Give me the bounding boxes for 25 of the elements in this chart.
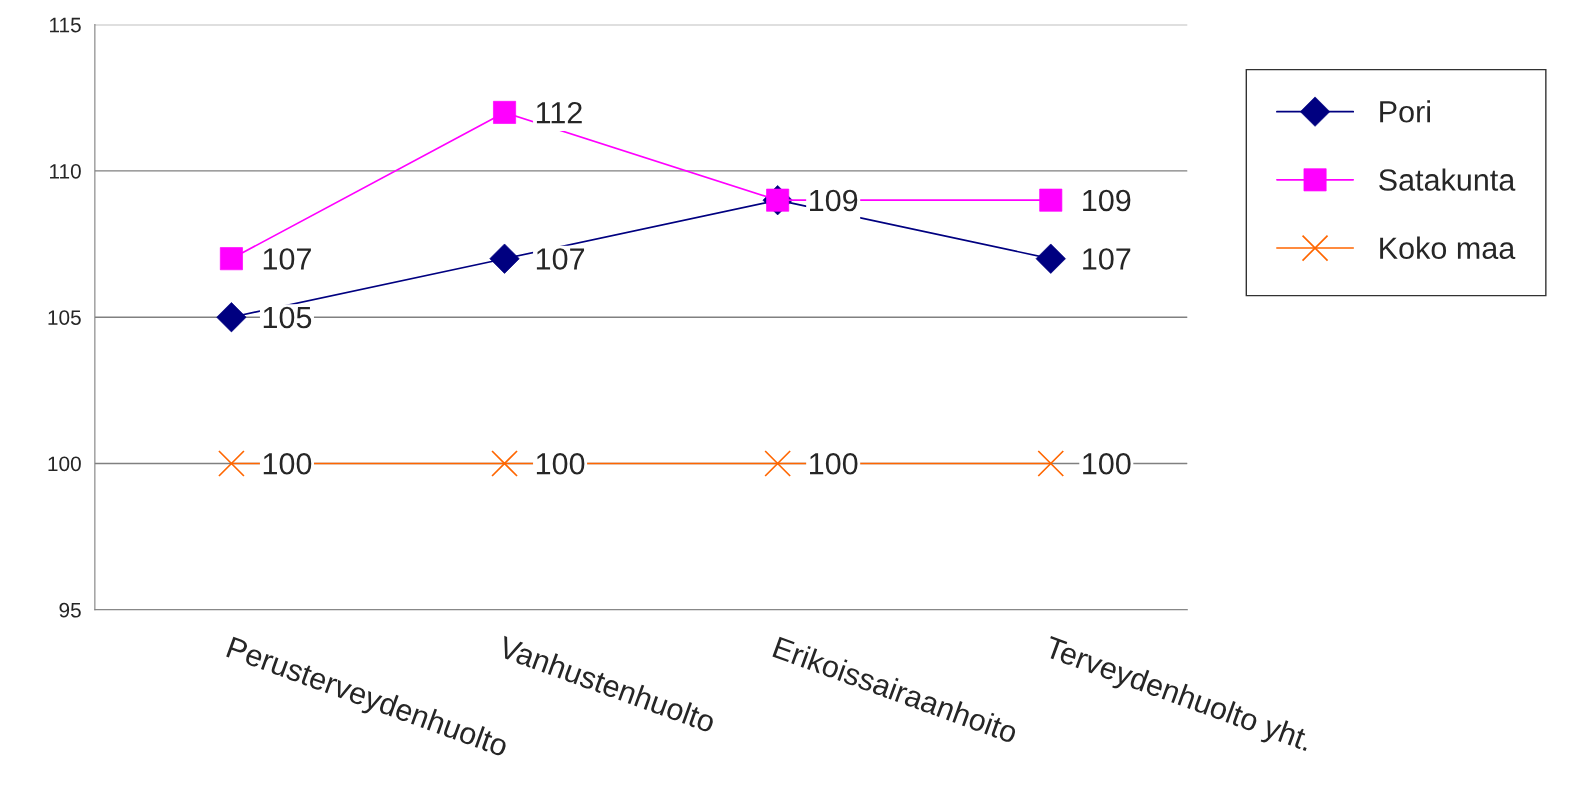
data-label: 107: [1083, 248, 1131, 270]
point: [218, 450, 245, 477]
data-label: 100: [1083, 452, 1131, 475]
legend-label: Koko maa: [1380, 236, 1516, 260]
data-label: 107: [263, 248, 311, 270]
legend-label: Satakunta: [1379, 168, 1516, 191]
y-tick-label: 115: [50, 17, 81, 33]
point: [489, 243, 520, 274]
legend-label: Pori: [1380, 100, 1430, 123]
data-label: 100: [536, 452, 585, 475]
data-label: 109: [810, 189, 858, 212]
point: [1035, 243, 1066, 274]
y-tick-label: 105: [48, 310, 81, 325]
point: [764, 450, 791, 477]
data-label: 109: [1083, 189, 1131, 212]
point: [1037, 450, 1065, 477]
data-label: 105: [263, 306, 312, 329]
y-tick-label: 110: [50, 163, 81, 179]
data-label: 107: [536, 248, 585, 270]
data-label: 112: [536, 101, 582, 124]
y-tick-label: 100: [48, 456, 81, 472]
data-label: 100: [810, 452, 858, 475]
y-tick-label: 95: [59, 602, 81, 618]
point: [491, 450, 518, 477]
data-label: 100: [263, 452, 312, 475]
